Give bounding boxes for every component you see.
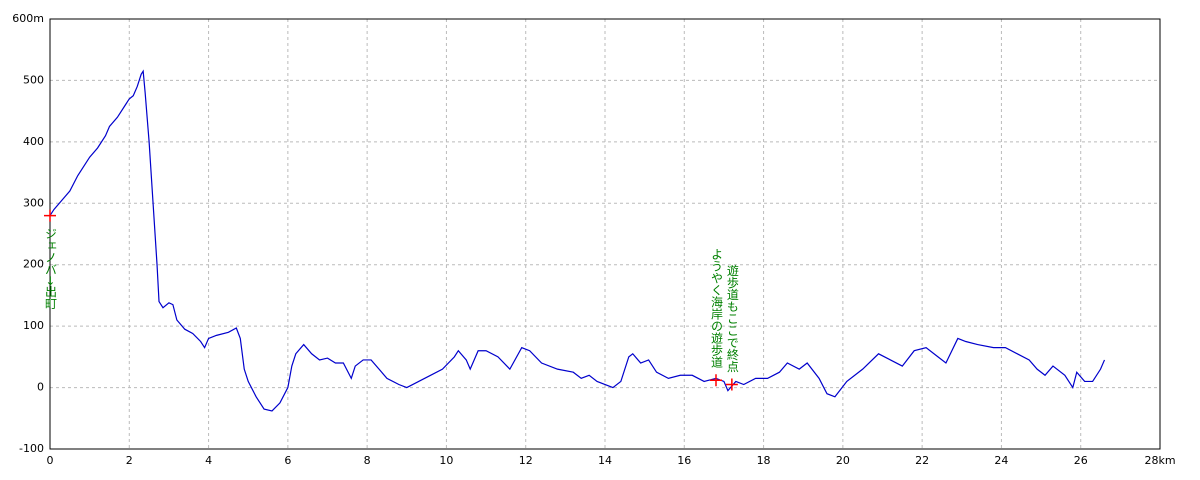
- waypoint-label: ようやく海岸の遊歩道: [710, 248, 724, 368]
- y-tick-label: -100: [19, 442, 44, 455]
- x-tick-label: 10: [439, 454, 453, 467]
- waypoint-label: 遊歩道もここで終点: [725, 263, 739, 372]
- y-tick-label: 500: [23, 73, 44, 86]
- x-tick-label: 22: [915, 454, 929, 467]
- y-tick-label: 0: [37, 381, 44, 394]
- x-tick-label: 4: [205, 454, 212, 467]
- y-tick-label: 600m: [12, 12, 44, 25]
- x-tick-label: 26: [1074, 454, 1088, 467]
- x-tick-label: 0: [47, 454, 54, 467]
- y-tick-label: 200: [23, 258, 44, 271]
- x-tick-label: 14: [598, 454, 612, 467]
- x-tick-label: 28km: [1144, 454, 1175, 467]
- x-tick-label: 20: [836, 454, 850, 467]
- waypoint-marker: [44, 209, 56, 222]
- x-tick-label: 16: [677, 454, 691, 467]
- waypoint-marker: [725, 378, 738, 391]
- x-tick-label: 2: [126, 454, 133, 467]
- plot-frame: [49, 18, 1161, 450]
- x-tick-label: 6: [284, 454, 291, 467]
- x-tick-label: 8: [364, 454, 371, 467]
- elevation-line: [49, 69, 1106, 412]
- y-tick-label: 400: [23, 135, 44, 148]
- y-tick-label: 100: [23, 319, 44, 332]
- x-tick-label: 12: [519, 454, 533, 467]
- x-tick-label: 24: [994, 454, 1008, 467]
- waypoint-label: ジェノバ→出町: [44, 228, 58, 310]
- waypoint-marker: [710, 374, 722, 387]
- x-tick-label: 18: [757, 454, 771, 467]
- y-tick-label: 300: [23, 196, 44, 209]
